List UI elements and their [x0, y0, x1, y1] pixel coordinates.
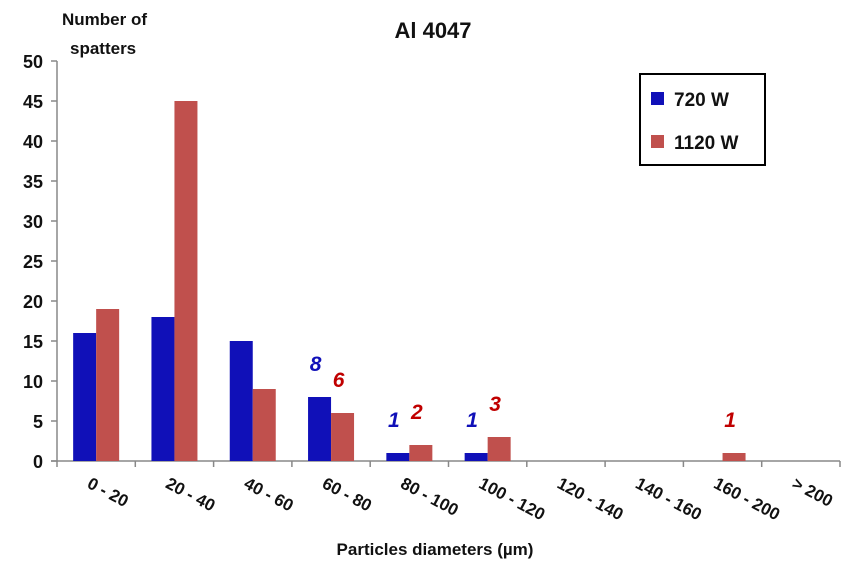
bar-annotation: 1: [466, 409, 478, 432]
legend-swatch-720w: [651, 92, 664, 105]
bar-1120w-1: [174, 101, 198, 461]
x-tick-label: 100 - 120: [476, 474, 548, 525]
bar-720w-3: [308, 397, 332, 461]
y-tick-label: 30: [23, 212, 43, 232]
bar-1120w-2: [252, 389, 276, 461]
bars: [73, 101, 746, 461]
y-tick-label: 40: [23, 132, 43, 152]
legend-box: [639, 73, 766, 166]
bar-annotations: 861 2 131: [310, 353, 736, 432]
y-tick-label: 15: [23, 332, 43, 352]
bar-annotation: 1: [388, 409, 400, 432]
x-tick-label: 40 - 60: [241, 474, 297, 516]
y-tick-label: 50: [23, 52, 43, 72]
bar-1120w-3: [331, 413, 355, 461]
y-axis-label-line-2: spatters: [70, 39, 136, 58]
bar-annotation: 3: [489, 393, 501, 416]
bar-annotation: 2: [410, 401, 423, 424]
x-tick-label: 0 - 20: [84, 474, 131, 511]
legend: 720 W 1120 W: [639, 73, 766, 166]
x-tick-label: 20 - 40: [163, 474, 219, 516]
bar-annotation: 6: [333, 369, 345, 392]
bar-1120w-8: [722, 453, 746, 461]
bar-annotation: 8: [310, 353, 322, 376]
chart-title: Al 4047: [394, 18, 471, 43]
bar-720w-5: [464, 453, 488, 461]
x-tick-label: 140 - 160: [632, 474, 704, 525]
x-tick-label: 60 - 80: [319, 474, 375, 516]
x-tick-label: 80 - 100: [397, 474, 461, 520]
y-tick-label: 45: [23, 92, 43, 112]
y-tick-label: 35: [23, 172, 43, 192]
legend-label-1120w: 1120 W: [674, 133, 738, 154]
bar-annotation: 1: [724, 409, 736, 432]
bar-1120w-4: [409, 445, 433, 461]
y-tick-label: 5: [33, 412, 43, 432]
x-tick-label: 120 - 140: [554, 474, 626, 525]
x-tick-label: > 200: [789, 474, 836, 511]
bar-720w-1: [151, 317, 175, 461]
bar-720w-4: [386, 453, 410, 461]
x-tick-label: 160 - 200: [711, 474, 783, 525]
legend-swatch-1120w: [651, 135, 664, 148]
y-axis-label-line-1: Number of: [62, 10, 147, 29]
y-tick-label: 20: [23, 292, 43, 312]
bar-720w-0: [73, 333, 97, 461]
bar-1120w-5: [487, 437, 511, 461]
bar-1120w-0: [96, 309, 120, 461]
y-tick-label: 0: [33, 452, 43, 472]
y-tick-label: 25: [23, 252, 43, 272]
y-tick-label: 10: [23, 372, 43, 392]
x-axis-label: Particles diameters (µm): [337, 540, 534, 559]
legend-label-720w: 720 W: [674, 90, 729, 111]
bar-720w-2: [229, 341, 253, 461]
